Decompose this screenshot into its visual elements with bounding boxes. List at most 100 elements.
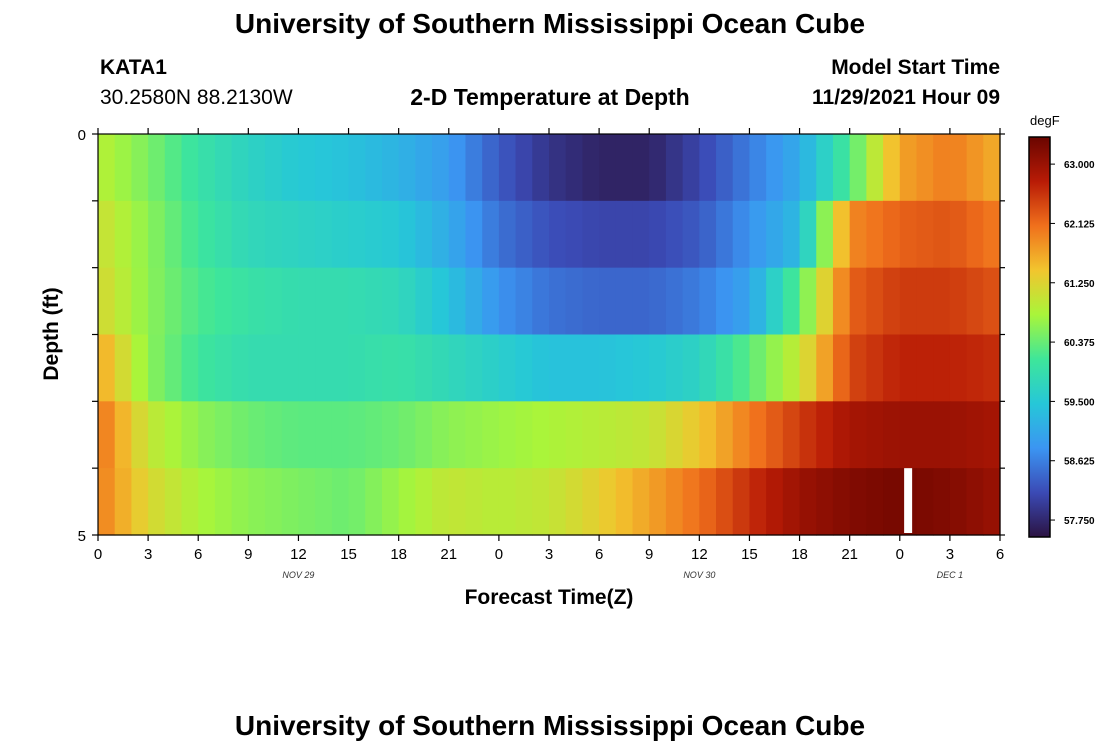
heatmap-cell	[131, 134, 149, 202]
heatmap-cell	[114, 468, 132, 536]
heatmap-cell	[381, 468, 400, 536]
heatmap-cell	[799, 200, 817, 269]
heatmap-cell	[164, 134, 183, 202]
heatmap-cell	[549, 468, 567, 536]
heatmap-cell	[448, 401, 467, 469]
heatmap-cell	[214, 468, 233, 536]
heatmap-cell	[465, 468, 483, 536]
heatmap-cell	[164, 267, 183, 336]
heatmap-cell	[849, 267, 867, 336]
heatmap-cell	[966, 468, 984, 536]
heatmap-cell	[532, 334, 550, 402]
heatmap-cell	[933, 468, 951, 536]
heatmap-cell	[381, 267, 400, 336]
heatmap-cell	[98, 334, 116, 402]
heatmap-cell	[649, 401, 667, 469]
heatmap-cell	[265, 134, 283, 202]
heatmap-cell	[916, 468, 934, 536]
heatmap-cell	[699, 468, 717, 536]
heatmap-cell	[482, 200, 500, 269]
heatmap-cell	[983, 267, 1001, 336]
heatmap-cell	[231, 334, 249, 402]
station-id: KATA1	[100, 56, 167, 79]
x-axis-ticks: 0 3 6 9 12 15 18 21 0 3 6 9 12 15 18 21 0 3 6 NOV 29 NOV 30 D…	[94, 128, 1004, 580]
colorbar-tick-label: 58.625	[1064, 457, 1095, 468]
colorbar-tick-label: 63.000	[1064, 160, 1095, 171]
heatmap-cell	[315, 334, 333, 402]
heatmap-cell	[615, 468, 634, 536]
heatmap-cell	[348, 468, 366, 536]
heatmap-cell	[114, 334, 132, 402]
heatmap-cell	[148, 334, 166, 402]
heatmap-cell	[214, 401, 233, 469]
heatmap-cell	[98, 200, 116, 269]
x-axis-title: Forecast Time(Z)	[465, 586, 634, 609]
heatmap-cell	[415, 134, 433, 202]
missing-data-cell	[904, 468, 913, 533]
heatmap-cell	[164, 401, 183, 469]
heatmap-cell	[231, 468, 249, 536]
heatmap-cell	[665, 200, 684, 269]
heatmap-cell	[114, 401, 132, 469]
heatmap-cell	[315, 468, 333, 536]
heatmap-cell	[899, 334, 918, 402]
heatmap-cell	[682, 401, 700, 469]
heatmap-cell	[665, 267, 684, 336]
heatmap-cell	[549, 334, 567, 402]
heatmap-cell	[298, 134, 316, 202]
heatmap-cell	[615, 401, 634, 469]
x-tick-label: 15	[340, 546, 357, 563]
heatmap-cell	[732, 401, 751, 469]
heatmap-cell	[849, 334, 867, 402]
heatmap-cell	[365, 468, 383, 536]
heatmap-cell	[799, 401, 817, 469]
heatmap-cell	[749, 468, 767, 536]
heatmap-cell	[682, 267, 700, 336]
heatmap-cell	[716, 334, 734, 402]
heatmap-cell	[381, 334, 400, 402]
heatmap-cell	[231, 267, 249, 336]
heatmap-cell	[832, 267, 851, 336]
heatmap-cell	[682, 134, 700, 202]
heatmap-cell	[766, 267, 784, 336]
heatmap-cell	[565, 200, 583, 269]
heatmap-cell	[532, 267, 550, 336]
heatmap-cell	[866, 267, 884, 336]
heatmap-cell	[799, 134, 817, 202]
heatmap-cell	[281, 267, 300, 336]
heatmap-cell	[214, 334, 233, 402]
colorbar-ticks: 63.000 62.125 61.250 60.375 59.500 58.625 57.7…	[1050, 160, 1095, 527]
heatmap-cell	[649, 134, 667, 202]
heatmap-cell	[515, 200, 533, 269]
heatmap-cell	[231, 401, 249, 469]
x-tick-label: 3	[946, 546, 954, 563]
heatmap-cell	[849, 200, 867, 269]
heatmap-cell	[549, 267, 567, 336]
heatmap-cell	[515, 334, 533, 402]
heatmap-cell	[732, 334, 751, 402]
heatmap-cell	[498, 267, 517, 336]
heatmap-cell	[782, 334, 801, 402]
heatmap-cell	[164, 334, 183, 402]
heatmap-cell	[799, 334, 817, 402]
heatmap-cell	[732, 134, 751, 202]
y-axis-ticks: 05	[78, 127, 1005, 545]
heatmap-cell	[532, 200, 550, 269]
heatmap-cell	[983, 401, 1001, 469]
footer-title: University of Southern Mississippi Ocean…	[234, 710, 866, 741]
heatmap-cell	[331, 468, 350, 536]
heatmap-cell	[181, 334, 199, 402]
heatmap-cell	[665, 468, 684, 536]
x-tick-label: 9	[645, 546, 653, 563]
heatmap-cell	[866, 134, 884, 202]
colorbar-tick-label: 57.750	[1064, 516, 1095, 527]
heatmap-cell	[949, 468, 968, 536]
heatmap-cell	[816, 468, 834, 536]
heatmap-cell	[699, 334, 717, 402]
heatmap-cell	[766, 401, 784, 469]
heatmap-cell	[832, 134, 851, 202]
heatmap-cell	[699, 267, 717, 336]
heatmap-cell	[582, 267, 600, 336]
heatmap-cell	[415, 267, 433, 336]
temperature-heatmap-chart: 0 3 6 9 12 15 18 21 0 3 6 9 12 15 18 21 0 3 6 NOV 29 NOV 30 D…	[40, 113, 1095, 609]
